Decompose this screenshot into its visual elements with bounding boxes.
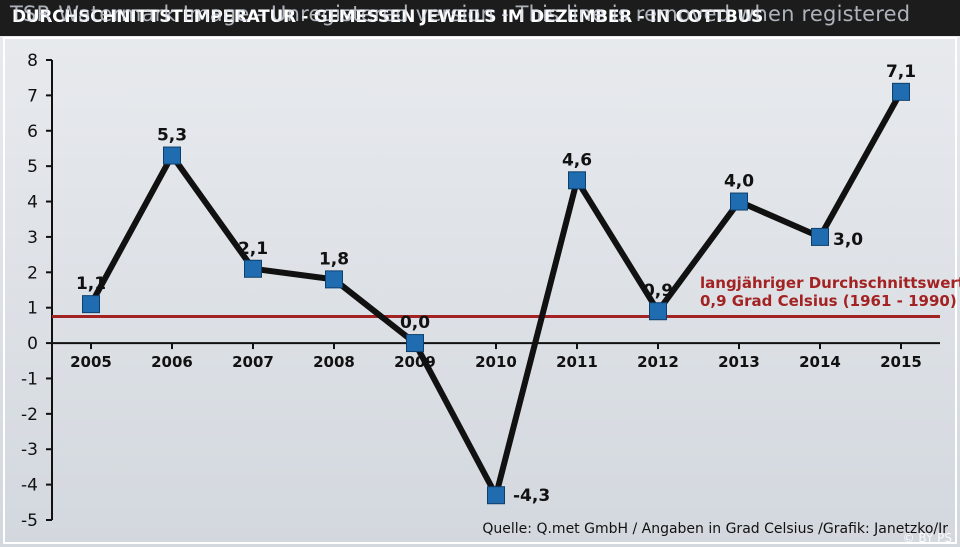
credit-text: © BY PS: [902, 531, 952, 545]
reference-line-group: langjähriger Durchschnittswert:0,9 Grad …: [52, 274, 960, 319]
y-tick-label: 5: [27, 157, 38, 177]
chart-title: DURCHSCHNITTSTEMPERATUR - GEMESSEN JEWEI…: [12, 7, 763, 27]
y-tick-label: 2: [27, 263, 38, 283]
x-tick-label: 2015: [880, 353, 922, 371]
y-tick-label: 7: [27, 86, 38, 106]
y-tick-label: 8: [27, 51, 38, 71]
data-point: [82, 295, 100, 314]
data-label: 1,1: [76, 274, 106, 294]
y-tick-label: 4: [27, 193, 38, 213]
data-label: 2,1: [238, 239, 268, 259]
data-label: 1,8: [319, 249, 349, 269]
x-tick-label: 2010: [475, 353, 517, 371]
reference-line-label: 0,9 Grad Celsius (1961 - 1990): [700, 292, 957, 310]
data-label: 4,6: [562, 150, 592, 170]
y-tick-label: -2: [21, 405, 38, 425]
x-tick-label: 2014: [799, 353, 841, 371]
data-point: [163, 146, 181, 165]
watermark-text: TSR Watermark Image - Unregistered versi…: [10, 2, 911, 26]
chart-frame: [3, 37, 957, 544]
y-tick-label: 0: [27, 334, 38, 354]
data-label: 0,0: [400, 313, 430, 333]
data-point: [811, 227, 829, 246]
x-tick-label: 2012: [637, 353, 679, 371]
data-label: -4,3: [513, 486, 550, 506]
data-label: 0,9: [643, 281, 673, 301]
data-series: [82, 82, 910, 505]
x-axis: 2005 2006 2007 2008 2009 2010 2011 2012 2013 2014…: [52, 342, 940, 371]
y-tick-label: 1: [27, 299, 38, 319]
reference-line-label: langjähriger Durchschnittswert:: [700, 274, 960, 292]
data-label: 4,0: [724, 172, 754, 192]
y-tick-label: -4: [21, 476, 38, 496]
title-bar: DURCHSCHNITTSTEMPERATUR - GEMESSEN JEWEI…: [0, 0, 960, 36]
y-tick-label: 6: [27, 122, 38, 142]
y-tick-label: -3: [21, 440, 38, 460]
data-point: [244, 259, 262, 278]
data-point: [406, 334, 424, 353]
source-note: Quelle: Q.met GmbH / Angaben in Grad Cel…: [482, 521, 948, 537]
y-tick-label: 3: [27, 228, 38, 248]
y-tick-label: -1: [21, 369, 38, 389]
x-tick-label: 2007: [232, 353, 274, 371]
data-label: 3,0: [833, 230, 863, 250]
data-label: 7,1: [886, 62, 916, 82]
data-point: [730, 192, 748, 211]
data-label: 5,3: [157, 126, 187, 146]
x-tick-label: 2008: [313, 353, 355, 371]
chart-border: [3, 37, 957, 544]
y-axis: 8 7 6 5 4 3 2 1 0 -1 -2 -3 -4 -5: [21, 51, 53, 531]
data-point: [568, 171, 586, 190]
data-labels: 1,1 5,3 2,1 1,8 0,0 -4,3 4,6 0,9 4,0 3,0 7,1: [76, 62, 916, 506]
data-point: [892, 82, 910, 101]
x-tick-label: 2005: [70, 353, 112, 371]
x-tick-label: 2011: [556, 353, 598, 371]
data-point: [487, 486, 505, 505]
x-tick-label: 2013: [718, 353, 760, 371]
y-tick-label: -5: [21, 511, 38, 531]
data-point: [649, 302, 667, 321]
x-tick-label: 2006: [151, 353, 193, 371]
data-point: [325, 270, 343, 289]
